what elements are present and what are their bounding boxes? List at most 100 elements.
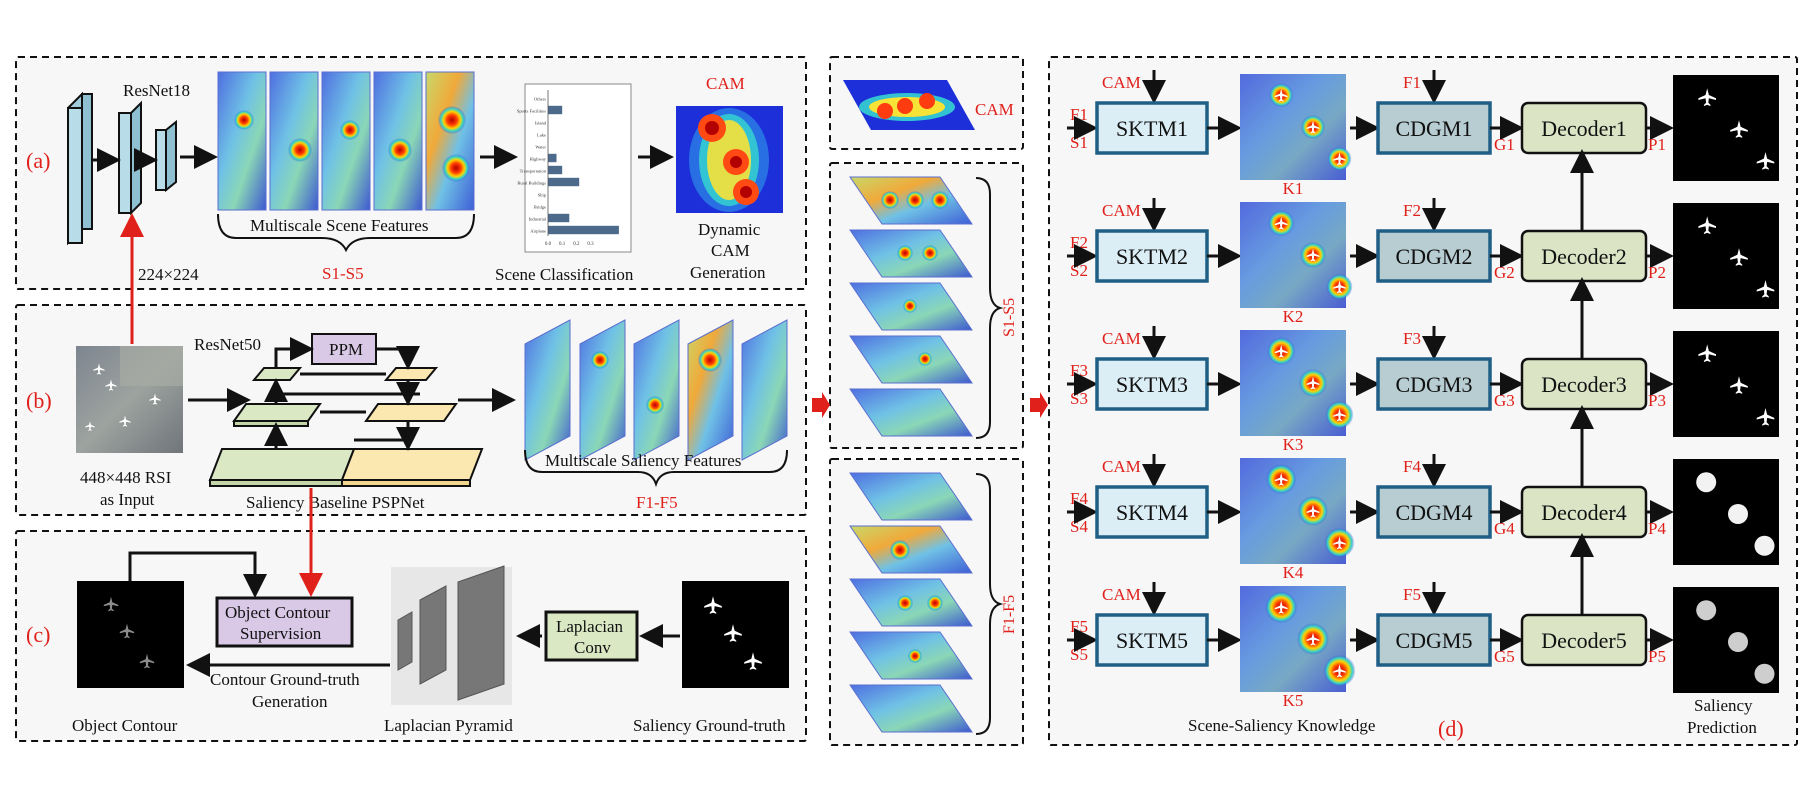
prediction-map (1673, 331, 1779, 437)
resnet18-label: ResNet18 (123, 81, 190, 100)
middle-s-range: S1-S5 (1001, 298, 1018, 337)
chart-xtick: 0.2 (573, 242, 580, 247)
saliency-features-brace (524, 449, 788, 488)
object-contour-label: Object Contour (72, 716, 178, 735)
row-f-label: F3 (1070, 361, 1088, 380)
resnet50-label: ResNet50 (194, 335, 261, 354)
row-cam-label: CAM (1102, 329, 1141, 348)
cam-title: CAM (706, 74, 745, 93)
middle-s-maps (849, 176, 973, 437)
knowledge-map-label: K1 (1283, 179, 1304, 198)
row-p-label: P5 (1648, 647, 1666, 666)
red-arrow-left (812, 392, 830, 418)
cdgm-box (1376, 613, 1492, 667)
row-g-label: G5 (1494, 647, 1515, 666)
contour-supervision-label-2: Supervision (240, 624, 322, 643)
prediction-label-2: Prediction (1687, 718, 1757, 737)
knowledge-map-label: K4 (1283, 563, 1304, 582)
chart-category-label: Airplane (530, 228, 546, 233)
sktm-label: SKTM5 (1116, 628, 1188, 653)
resnet18-blocks (67, 91, 218, 246)
sktm-box (1095, 613, 1209, 667)
row-g-label: G3 (1494, 391, 1515, 410)
knowledge-label: Scene-Saliency Knowledge (1188, 716, 1375, 735)
rsi-input-image (76, 346, 183, 453)
panel-d-tag: (d) (1438, 716, 1464, 741)
chart-bar (548, 165, 563, 175)
input-size-label: 224×224 (138, 265, 199, 284)
rsi-input-label-1: 448×448 RSI (80, 468, 172, 487)
sktm-label: SKTM3 (1116, 372, 1188, 397)
red-arrow-right (1030, 392, 1048, 418)
middle-s-brace (975, 177, 1004, 439)
pipeline-row-3: F3 S3 CAM SKTM3 K3 F3 CDGM3 G3 Decoder3 P3 (1067, 326, 1779, 454)
chart-category-label: Industrial (529, 216, 547, 221)
laplacian-conv-label-2: Conv (574, 638, 611, 657)
object-contour-image (77, 581, 184, 688)
saliency-features-range: F1-F5 (636, 493, 678, 512)
prediction-map (1673, 75, 1779, 181)
laplacian-pyramid-label: Laplacian Pyramid (384, 716, 513, 735)
chart-category-label: Others (534, 96, 546, 101)
chart-category-label: Lake (537, 132, 546, 137)
pspnet-label: Saliency Baseline PSPNet (246, 493, 425, 512)
chart-bar (548, 177, 580, 187)
row-cam-label: CAM (1102, 73, 1141, 92)
row-g-label: G2 (1494, 263, 1515, 282)
sktm-box (1095, 485, 1209, 539)
cdgm-input-label: F5 (1403, 585, 1421, 604)
row-s-label: S4 (1070, 517, 1088, 536)
row-p-label: P3 (1648, 391, 1666, 410)
chart-category-label: Sports Facilities (517, 108, 546, 113)
row-f-label: F2 (1070, 233, 1088, 252)
decoder-label: Decoder1 (1541, 116, 1627, 141)
cam-gen-label-3: Generation (690, 263, 766, 282)
chart-bar (548, 213, 570, 223)
contour-gt-label-2: Generation (252, 692, 328, 711)
cdgm-label: CDGM5 (1395, 628, 1472, 653)
contour-to-supervision-arrow (128, 551, 267, 598)
cdgm-box (1376, 229, 1492, 283)
panel-c-tag: (c) (26, 622, 50, 647)
scene-classification-chart: Others Sports Facilities Island Lake Water Hi… (517, 83, 632, 253)
chart-category-label: Ship (538, 192, 547, 197)
sktm-label: SKTM2 (1116, 244, 1188, 269)
laplacian-conv-label-1: Laplacian (556, 617, 624, 636)
cdgm-input-label: F4 (1403, 457, 1421, 476)
cdgm-label: CDGM4 (1395, 500, 1472, 525)
sktm-label: SKTM4 (1116, 500, 1188, 525)
chart-xtick: 0.3 (587, 242, 594, 247)
row-f-label: F4 (1070, 489, 1088, 508)
chart-xtick: 0.1 (559, 242, 566, 247)
row-p-label: P4 (1648, 519, 1666, 538)
laplacian-pyramid-image (391, 565, 512, 705)
decoder-label: Decoder2 (1541, 244, 1627, 269)
pipeline-row-2: F2 S2 CAM SKTM2 K2 F2 CDGM2 G2 Decoder2 P2 (1067, 198, 1779, 326)
row-f-label: F1 (1070, 105, 1088, 124)
chart-category-label: Bridge (534, 204, 546, 209)
middle-cam-map (843, 80, 975, 130)
row-p-label: P2 (1648, 263, 1666, 282)
contour-supervision-box (215, 596, 354, 648)
chart-category-label: Island (535, 120, 547, 125)
row-s-label: S3 (1070, 389, 1088, 408)
middle-cam-label: CAM (975, 100, 1014, 119)
chart-category-label: Rural Buildings (517, 180, 546, 185)
row-g-label: G1 (1494, 135, 1515, 154)
decoder-label: Decoder5 (1541, 628, 1627, 653)
row-g-label: G4 (1494, 519, 1515, 538)
cam-gen-label-1: Dynamic (698, 220, 761, 239)
cdgm-label: CDGM2 (1395, 244, 1472, 269)
saliency-gt-label: Saliency Ground-truth (633, 716, 786, 735)
pipeline-row-5: F5 S5 CAM SKTM5 K5 F5 CDGM5 G5 Decoder5 P5 (1067, 582, 1779, 710)
chart-category-label: Highway (530, 156, 547, 161)
scene-feature-maps (217, 71, 475, 211)
chart-category-label: Transportation (520, 168, 547, 173)
sktm-label: SKTM1 (1116, 116, 1188, 141)
ppm-label: PPM (329, 340, 363, 359)
cdgm-box (1376, 101, 1492, 155)
scene-features-brace (217, 213, 475, 253)
scene-classification-label: Scene Classification (495, 265, 634, 284)
prediction-label-1: Saliency (1694, 696, 1753, 715)
cam-heatmap (676, 106, 783, 213)
